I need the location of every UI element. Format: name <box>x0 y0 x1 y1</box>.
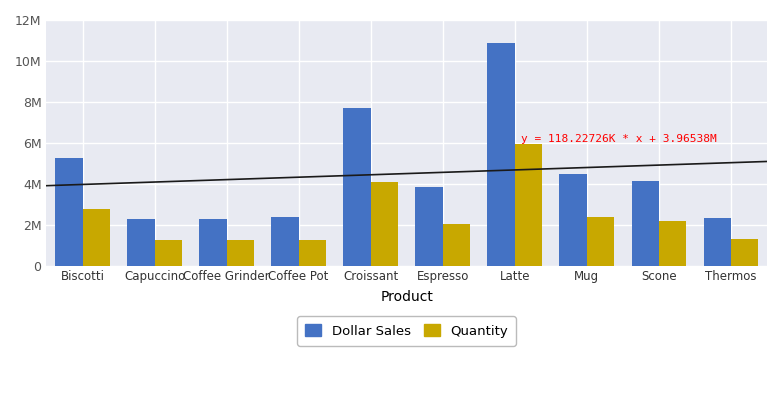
Bar <box>271 217 299 266</box>
Bar <box>227 240 254 266</box>
Bar <box>371 182 398 266</box>
Bar <box>299 240 326 266</box>
Bar <box>586 217 614 266</box>
Bar <box>83 209 110 266</box>
Bar <box>515 144 542 266</box>
Bar <box>731 239 759 266</box>
X-axis label: Product: Product <box>380 290 433 305</box>
Bar <box>559 174 586 266</box>
Bar <box>199 219 227 266</box>
Bar <box>487 43 515 266</box>
Bar <box>343 108 371 266</box>
Bar <box>127 219 155 266</box>
Bar <box>659 221 687 266</box>
Bar <box>155 240 182 266</box>
Bar <box>704 217 731 266</box>
Text: y = 118.22726K * x + 3.96538M: y = 118.22726K * x + 3.96538M <box>521 134 716 144</box>
Bar <box>443 224 470 266</box>
Bar <box>415 187 443 266</box>
Bar <box>632 181 659 266</box>
Bar <box>56 158 83 266</box>
Legend: Dollar Sales, Quantity: Dollar Sales, Quantity <box>297 316 516 346</box>
